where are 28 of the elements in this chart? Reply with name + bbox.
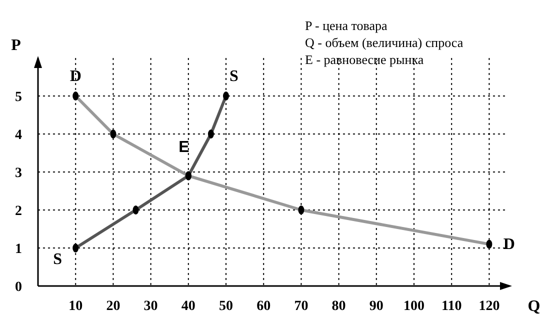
text: D: [503, 236, 515, 254]
x-tick-label: 70: [294, 298, 308, 314]
x-tick-label: 10: [68, 298, 83, 314]
y-tick-label: 0: [15, 280, 22, 295]
annotation: E: [178, 139, 190, 156]
text: Q - объем (величина) спроса: [305, 35, 464, 50]
y-tick-label: 5: [15, 90, 22, 105]
annotation: E - равновесие рынка: [305, 52, 424, 67]
y-tick-label: 3: [15, 166, 22, 181]
y-tick-label: 2: [15, 204, 22, 219]
text: P - цена товара: [305, 18, 388, 33]
x-tick-label: 20: [106, 298, 120, 314]
x-axis-title: Q: [528, 298, 540, 315]
x-tick-label: 80: [332, 298, 346, 314]
y-axis-title: P: [11, 37, 22, 54]
y-tick-label: 1: [15, 242, 22, 257]
x-tick-label: 30: [144, 298, 158, 314]
y-tick-label: 4: [15, 128, 22, 143]
x-tick-label: 50: [219, 298, 233, 314]
x-tick-label: 110: [441, 298, 462, 314]
series-label: D: [70, 68, 82, 85]
series-label: S: [230, 68, 239, 85]
x-tick-label: 120: [478, 298, 500, 314]
x-tick-label: 60: [256, 298, 271, 314]
x-tick-label: 40: [181, 298, 196, 314]
x-tick-label: 90: [369, 298, 384, 314]
x-tick-label: 100: [404, 298, 424, 314]
text: S: [53, 251, 62, 268]
